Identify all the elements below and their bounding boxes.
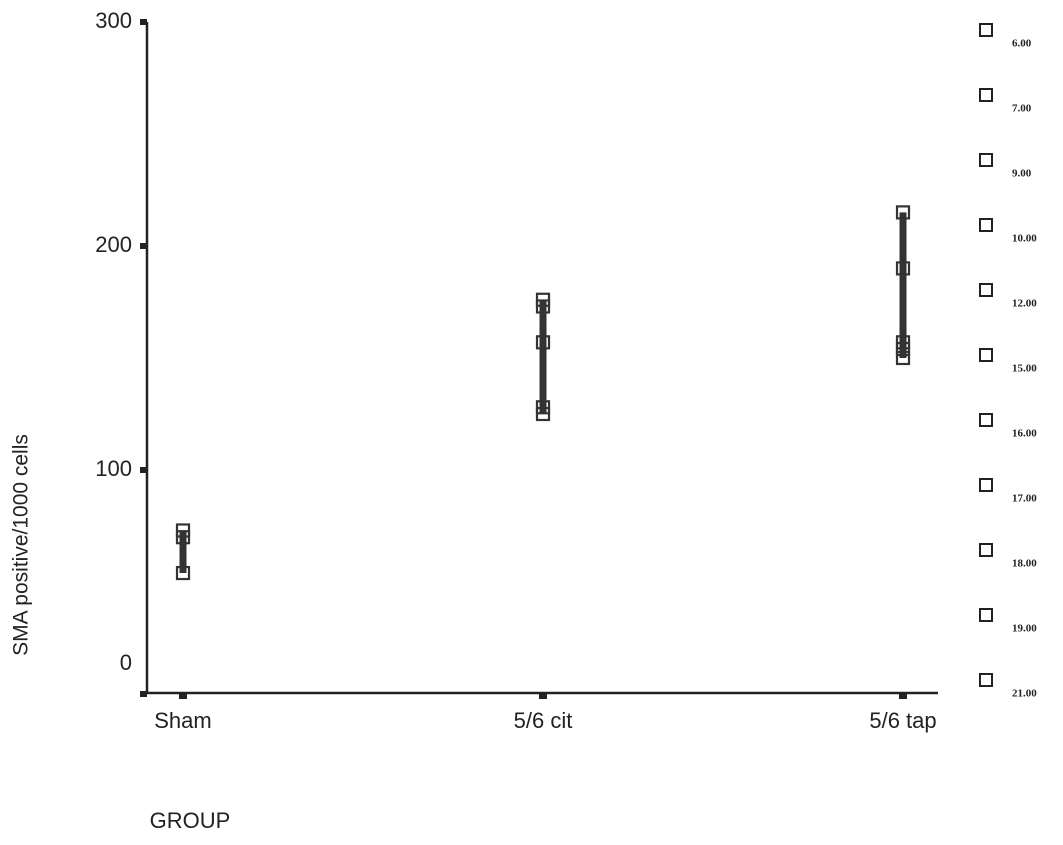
y-tick-label: 300 (95, 8, 132, 33)
legend-marker (980, 89, 992, 101)
chart: GROUP SMA positive/1000 cells 0 100 200 300… (0, 0, 1063, 840)
y-axis-title: SMA positive/1000 cells (10, 434, 33, 656)
legend-marker (980, 609, 992, 621)
legend-label: 15.00 (1012, 363, 1037, 375)
legend-marker (980, 674, 992, 686)
legend-marker (980, 154, 992, 166)
legend-marker (980, 544, 992, 556)
legend-label: 19.00 (1012, 623, 1037, 635)
y-tick-label: 100 (95, 456, 132, 481)
legend-marker (980, 414, 992, 426)
legend-marker (980, 219, 992, 231)
y-tick (140, 691, 147, 697)
legend-marker (980, 284, 992, 296)
legend-marker (980, 349, 992, 361)
x-tick-label: 5/6 tap (869, 708, 936, 733)
x-tick-label: Sham (154, 708, 211, 733)
legend-label: 7.00 (1012, 103, 1032, 115)
y-tick (140, 467, 147, 473)
y-tick (140, 243, 147, 249)
x-tick (179, 693, 187, 699)
legend-marker (980, 479, 992, 491)
legend-label: 18.00 (1012, 558, 1037, 570)
x-tick (899, 693, 907, 699)
y-tick-label: 0 (120, 650, 132, 675)
legend-label: 6.00 (1012, 38, 1032, 50)
x-tick-label: 5/6 cit (514, 708, 573, 733)
legend-label: 17.00 (1012, 493, 1037, 505)
legend-label: 16.00 (1012, 428, 1037, 440)
y-tick-label: 200 (95, 232, 132, 257)
x-tick (539, 693, 547, 699)
legend-label: 9.00 (1012, 168, 1032, 180)
legend-label: 10.00 (1012, 233, 1037, 245)
legend-label: 12.00 (1012, 298, 1037, 310)
legend-marker (980, 24, 992, 36)
legend-label: 21.00 (1012, 688, 1037, 700)
y-tick (140, 19, 147, 25)
x-axis-title: GROUP (150, 808, 231, 833)
